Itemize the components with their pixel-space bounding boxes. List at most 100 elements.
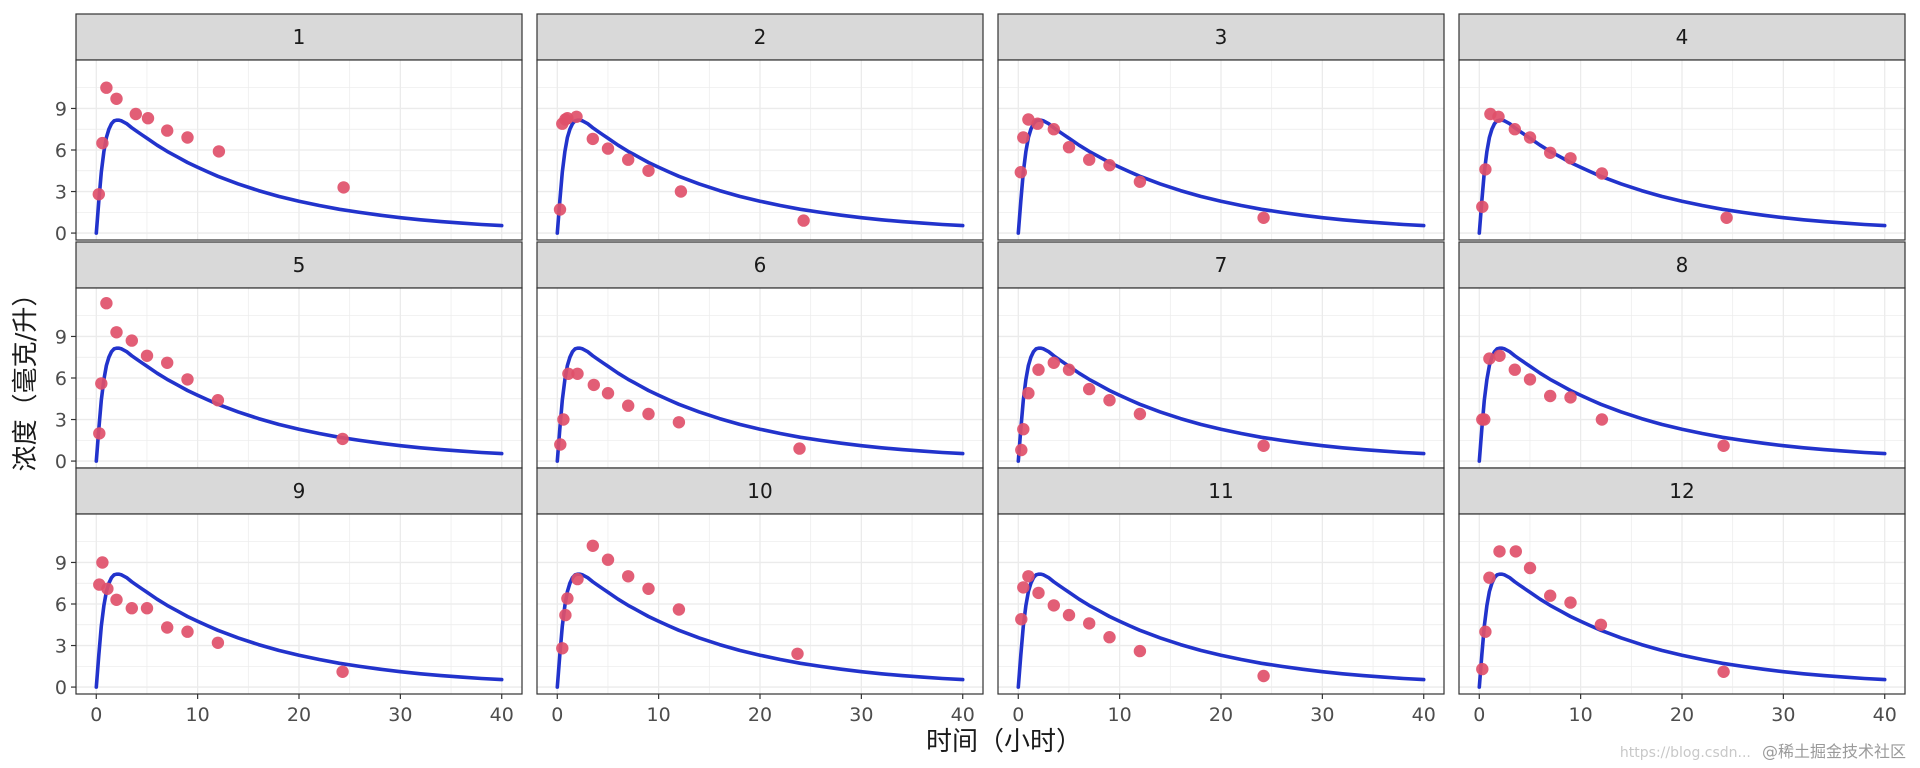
- facet-strip: [1458, 241, 1906, 289]
- facet-strip-label: 7: [1215, 253, 1228, 277]
- facet-panel-9: 9: [75, 467, 523, 695]
- data-point: [1523, 561, 1537, 575]
- data-point: [96, 556, 109, 569]
- facet-strip-label: 9: [293, 479, 306, 503]
- fit-curve: [1016, 346, 1426, 463]
- data-point: [1083, 617, 1096, 630]
- x-tick-label: 30: [849, 704, 873, 726]
- x-tick-label: 30: [1310, 704, 1334, 726]
- gridlines: [1459, 60, 1905, 240]
- facet-panel-7: 7: [997, 241, 1445, 469]
- data-point: [601, 387, 615, 400]
- data-point: [1479, 625, 1492, 638]
- y-tick-label: 0: [55, 223, 67, 245]
- data-point: [1103, 159, 1116, 172]
- panel-border: [536, 59, 984, 241]
- data-point: [1483, 571, 1496, 584]
- observed-points: [556, 539, 804, 660]
- data-point: [570, 110, 583, 124]
- data-point: [125, 334, 138, 347]
- data-point: [601, 142, 615, 155]
- facet-panel-4: 4: [1458, 13, 1906, 241]
- data-point: [622, 153, 635, 166]
- data-point: [1133, 407, 1147, 421]
- watermark-text: @稀土掘金技术社区: [1761, 742, 1906, 761]
- data-point: [1103, 631, 1116, 644]
- y-tick-label: 0: [55, 451, 67, 473]
- observed-points: [93, 297, 349, 446]
- observed-points: [1015, 356, 1270, 457]
- data-point: [1720, 211, 1733, 224]
- x-tick-label: 10: [1569, 704, 1593, 726]
- y-tick-label: 0: [55, 677, 67, 699]
- x-tick-label: 0: [1473, 704, 1485, 726]
- data-point: [1564, 152, 1577, 165]
- data-point: [129, 107, 142, 121]
- observed-points: [1476, 107, 1733, 224]
- data-point: [1717, 665, 1730, 678]
- gridlines: [1459, 514, 1905, 694]
- data-point: [1493, 349, 1506, 362]
- x-tick-label: 10: [186, 704, 210, 726]
- data-point: [100, 297, 113, 310]
- data-point: [181, 373, 194, 386]
- data-point: [1017, 423, 1030, 436]
- x-tick-label: 0: [1012, 704, 1024, 726]
- fit-curve: [1477, 118, 1887, 235]
- facet-strip-label: 2: [754, 25, 767, 49]
- data-point: [101, 582, 114, 595]
- data-point: [622, 570, 635, 583]
- data-point: [110, 326, 123, 339]
- x-tick-label: 0: [551, 704, 563, 726]
- data-point: [559, 608, 572, 622]
- panels: 1 2 3 45 6 7 89 10 11 12: [75, 13, 1906, 695]
- facet-strip: [1458, 467, 1906, 515]
- data-point: [96, 136, 109, 150]
- y-tick-label: 9: [55, 326, 67, 348]
- facet-strip-label: 3: [1215, 25, 1228, 49]
- x-tick-label: 40: [951, 704, 975, 726]
- y-tick-label: 6: [55, 368, 67, 390]
- observed-points: [1014, 113, 1270, 224]
- data-point: [642, 164, 655, 177]
- facet-strip: [75, 13, 523, 61]
- facet-panel-6: 6: [536, 241, 984, 469]
- observed-points: [1015, 570, 1270, 683]
- data-point: [1523, 373, 1537, 386]
- data-point: [92, 188, 106, 201]
- data-point: [125, 602, 138, 615]
- data-point: [1257, 211, 1270, 224]
- data-point: [1544, 146, 1557, 159]
- data-point: [562, 367, 575, 380]
- y-tick-label: 9: [55, 552, 67, 574]
- data-point: [587, 378, 600, 392]
- watermark-url: https://blog.csdn...: [1619, 745, 1751, 761]
- x-tick-label: 10: [1108, 704, 1132, 726]
- facet-strip: [536, 467, 984, 515]
- data-point: [336, 665, 349, 678]
- data-point: [1483, 352, 1496, 365]
- facet-panel-5: 5: [75, 241, 523, 469]
- data-point: [1492, 110, 1505, 124]
- data-point: [161, 356, 174, 369]
- data-point: [1083, 382, 1096, 396]
- observed-points: [1476, 349, 1730, 452]
- data-point: [95, 377, 108, 390]
- panel-border: [1458, 59, 1906, 241]
- data-point: [100, 81, 113, 94]
- gridlines: [998, 514, 1444, 694]
- x-axis-title: 时间（小时）: [926, 727, 1082, 757]
- data-point: [1083, 153, 1096, 166]
- x-tick-label: 20: [1670, 704, 1694, 726]
- gridlines: [998, 288, 1444, 468]
- facet-strip-label: 12: [1669, 479, 1694, 503]
- data-point: [336, 432, 349, 446]
- observed-points: [1476, 545, 1730, 678]
- x-tick-label: 20: [748, 704, 772, 726]
- x-tick-label: 20: [287, 704, 311, 726]
- data-point: [212, 145, 226, 158]
- fit-curve: [94, 346, 504, 463]
- data-point: [1022, 387, 1035, 400]
- data-point: [1509, 545, 1523, 558]
